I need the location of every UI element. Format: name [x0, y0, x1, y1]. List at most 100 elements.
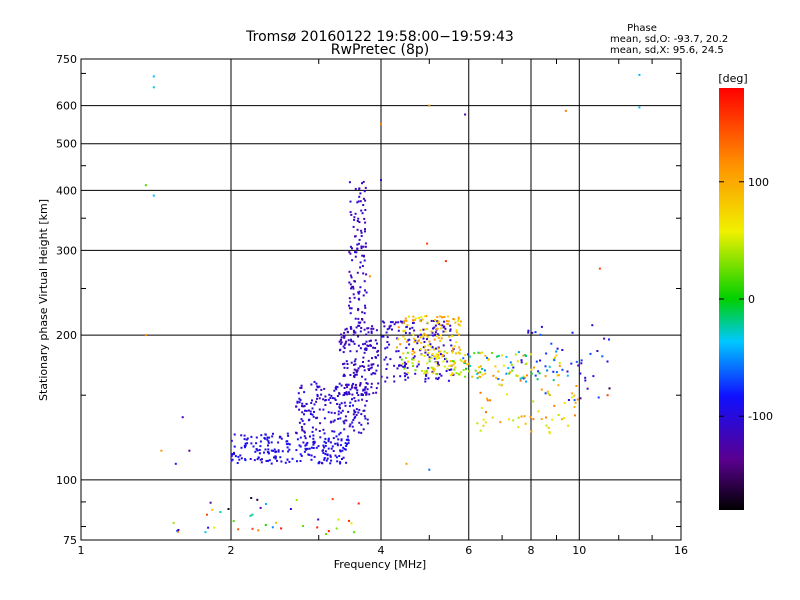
data-point	[400, 364, 403, 367]
data-point	[357, 399, 360, 402]
data-point	[303, 431, 306, 434]
data-point	[538, 372, 541, 375]
data-point	[440, 327, 443, 330]
data-point	[364, 378, 367, 381]
data-point	[263, 451, 265, 454]
data-point	[444, 330, 447, 333]
data-point	[250, 497, 253, 499]
data-point	[406, 351, 409, 354]
data-point	[361, 265, 364, 267]
data-point	[209, 501, 212, 504]
data-point	[438, 323, 441, 326]
data-point	[313, 455, 316, 458]
data-point	[342, 351, 345, 354]
data-point	[412, 319, 414, 322]
data-point	[524, 363, 527, 366]
data-point	[483, 369, 486, 372]
data-point	[451, 373, 454, 376]
data-point	[350, 213, 353, 216]
data-point	[295, 499, 298, 501]
data-point	[305, 402, 308, 405]
data-point	[340, 336, 343, 339]
data-point	[240, 457, 243, 460]
data-point	[233, 453, 236, 456]
data-point	[284, 461, 287, 464]
data-point	[404, 375, 406, 378]
data-point	[372, 327, 375, 330]
data-point	[403, 365, 406, 368]
data-point	[144, 334, 147, 337]
data-point	[353, 409, 356, 412]
data-point	[343, 387, 346, 389]
data-point	[370, 331, 373, 334]
data-point	[445, 320, 448, 323]
data-point	[432, 367, 435, 370]
data-point	[345, 340, 348, 343]
data-point	[540, 418, 543, 420]
data-point	[338, 403, 341, 406]
data-point	[360, 235, 363, 237]
colorbar-label: [deg]	[718, 72, 747, 85]
data-point	[520, 415, 523, 418]
data-point	[313, 440, 316, 443]
data-point	[339, 407, 341, 410]
data-point	[301, 428, 304, 431]
data-point	[407, 339, 410, 342]
data-point	[457, 320, 459, 322]
data-point	[424, 377, 427, 380]
data-point	[431, 346, 434, 349]
data-point	[530, 353, 533, 356]
data-point	[411, 358, 414, 361]
data-point	[363, 369, 366, 372]
data-point	[352, 225, 355, 228]
data-point	[348, 181, 351, 184]
data-point	[464, 113, 467, 116]
data-point	[361, 398, 364, 401]
data-point	[422, 337, 425, 340]
data-point	[251, 527, 254, 530]
data-point	[360, 431, 363, 434]
data-point	[540, 325, 543, 328]
data-point	[152, 86, 155, 89]
data-point	[449, 328, 452, 331]
data-point	[231, 453, 234, 456]
x-tick-label: 8	[528, 544, 535, 557]
data-point	[527, 329, 530, 332]
data-point	[511, 369, 514, 372]
data-point	[356, 389, 359, 392]
data-point	[329, 397, 332, 399]
data-point	[389, 321, 392, 324]
data-point	[287, 434, 290, 437]
data-point	[385, 356, 388, 359]
data-point	[525, 380, 528, 383]
x-tick-label: 16	[674, 544, 688, 557]
data-point	[308, 453, 311, 456]
data-point	[443, 320, 446, 323]
data-point	[316, 393, 319, 396]
data-point	[354, 373, 357, 376]
data-point	[558, 374, 560, 376]
data-point	[213, 526, 216, 529]
data-point	[306, 447, 309, 450]
data-point	[576, 398, 579, 401]
data-point	[360, 245, 363, 248]
data-point	[420, 369, 423, 372]
data-point	[300, 426, 303, 428]
data-point	[301, 405, 303, 408]
data-point	[332, 450, 335, 452]
data-point	[399, 356, 402, 359]
data-point	[404, 317, 407, 320]
data-point	[353, 360, 356, 363]
data-point	[177, 530, 179, 533]
data-point	[501, 379, 504, 382]
data-point	[499, 421, 502, 424]
data-point	[448, 335, 451, 338]
data-point	[311, 407, 314, 410]
data-point	[453, 368, 456, 371]
data-point	[399, 343, 402, 346]
data-point	[453, 360, 455, 363]
data-point	[361, 318, 364, 321]
data-point	[567, 399, 570, 401]
data-point	[285, 443, 288, 446]
data-point	[427, 351, 430, 354]
